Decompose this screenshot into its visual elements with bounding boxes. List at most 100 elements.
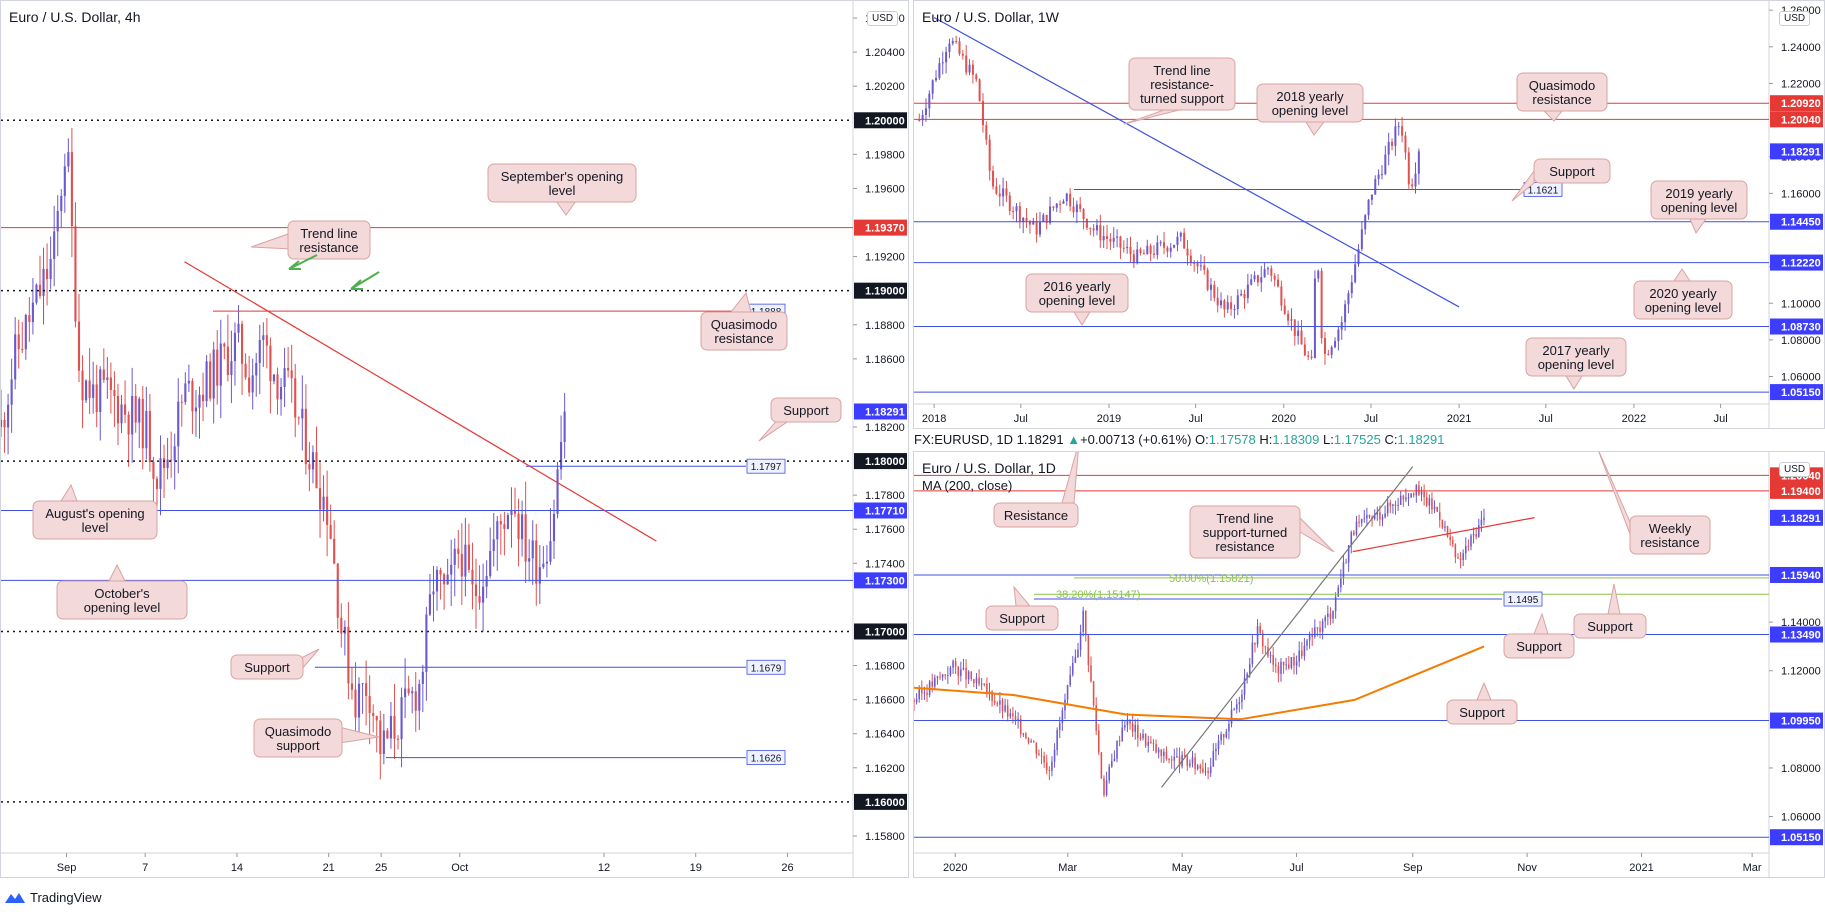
candle-body xyxy=(1059,203,1062,205)
annotation-box xyxy=(1533,158,1611,184)
candle-body xyxy=(993,700,996,703)
candle-body xyxy=(170,459,173,461)
candle-body xyxy=(464,544,467,577)
symbol-label[interactable]: FX:EURUSD, 1D xyxy=(914,432,1013,447)
tradingview-logo[interactable]: TradingView xyxy=(4,890,102,905)
candle-body xyxy=(1397,504,1399,506)
currency-badge[interactable]: USD xyxy=(1779,11,1811,26)
candle-body xyxy=(1079,631,1082,650)
currency-badge[interactable]: USD xyxy=(1779,462,1811,477)
candle-body xyxy=(1139,737,1142,739)
price-tag-label: 1.20040 xyxy=(1781,114,1821,126)
annotation-box xyxy=(1256,83,1364,123)
candle-body xyxy=(1032,220,1035,225)
candle-body xyxy=(1022,218,1025,222)
candle-body xyxy=(1240,293,1243,296)
candle-body xyxy=(1152,743,1155,745)
candle-body xyxy=(180,401,183,403)
candle-body xyxy=(1082,610,1084,632)
chart-1w-canvas[interactable]: 1.260001.240001.220001.180001.160001.120… xyxy=(914,1,1824,428)
candle-body xyxy=(935,77,938,81)
candle-body xyxy=(1350,282,1353,294)
x-tick-label: 2018 xyxy=(922,413,946,425)
price-tag xyxy=(854,502,907,519)
chart-1w-title: Euro / U.S. Dollar, 1W xyxy=(922,9,1059,25)
annotation-text: opening level xyxy=(1538,357,1615,372)
annotation-text: Support xyxy=(1516,639,1562,654)
candle-body xyxy=(482,586,485,603)
annotation-text: turned support xyxy=(1140,91,1224,106)
candle-body xyxy=(965,667,967,680)
high-value: 1.18309 xyxy=(1272,432,1320,447)
candle-body xyxy=(354,689,357,718)
candle-body xyxy=(1199,265,1202,267)
candle-body xyxy=(1111,761,1113,767)
candle-body xyxy=(1246,284,1249,299)
candle-body xyxy=(471,569,474,585)
candle-body xyxy=(1189,255,1192,263)
candle-body xyxy=(1045,762,1048,771)
x-tick-label: Jul xyxy=(1364,413,1378,425)
candle-body xyxy=(1099,225,1102,241)
x-tick-label: Sep xyxy=(1403,862,1423,874)
candle-body xyxy=(1449,536,1451,541)
x-tick-label: 26 xyxy=(781,862,793,874)
candle-body xyxy=(1233,709,1235,711)
candle-body xyxy=(1042,214,1045,222)
candle-body xyxy=(1401,126,1404,136)
chart-panel-4h[interactable]: 1.206001.204001.202001.198001.196001.192… xyxy=(0,0,909,878)
candle-body xyxy=(1228,724,1230,732)
candle-body xyxy=(1357,248,1360,265)
x-tick-label: 2022 xyxy=(1622,413,1646,425)
candle-body xyxy=(1095,705,1097,731)
low-label: L: xyxy=(1323,432,1334,447)
candle-body xyxy=(1344,304,1347,323)
candle-body xyxy=(116,396,120,424)
chart-panel-1d[interactable]: 1.14000 1.12000 1.08000 1.06000 2020 Mar May Ju… xyxy=(913,451,1825,878)
candle-body xyxy=(49,258,52,280)
currency-badge[interactable]: USD xyxy=(867,11,899,26)
price-tag xyxy=(1770,509,1823,526)
candle-body xyxy=(1043,755,1045,763)
candle-body xyxy=(145,411,148,449)
ma-indicator-label[interactable]: MA (200, close) xyxy=(922,478,1013,493)
candle-body xyxy=(1061,710,1064,724)
candle-body xyxy=(1194,757,1196,769)
candle-body xyxy=(1062,201,1065,204)
candle-body xyxy=(947,675,949,677)
candle-body xyxy=(368,696,371,714)
candle-body xyxy=(1332,611,1334,619)
candle-body xyxy=(965,55,968,73)
candle-body xyxy=(1168,759,1170,761)
candle-body xyxy=(1320,270,1323,339)
fib-label: 50.00%(1.15821) xyxy=(1169,573,1253,585)
y-tick-label: 1.24000 xyxy=(1781,42,1821,54)
candle-body xyxy=(1470,535,1472,547)
chart-4h-canvas[interactable]: 1.206001.204001.202001.198001.196001.192… xyxy=(1,1,908,877)
candle-body xyxy=(1069,674,1071,686)
candle-body xyxy=(1018,206,1021,222)
candle-body xyxy=(936,676,939,678)
annotation: Support xyxy=(230,648,320,680)
candle-body xyxy=(1353,532,1355,535)
candle-body xyxy=(1,419,3,427)
candle-body xyxy=(1282,661,1285,665)
candle-body xyxy=(1129,719,1131,724)
candle-body xyxy=(1462,553,1464,560)
candle-body xyxy=(931,681,933,687)
chart-panel-1w[interactable]: 1.260001.240001.220001.180001.160001.120… xyxy=(913,0,1825,429)
candle-body xyxy=(1337,587,1340,597)
candle-body xyxy=(1179,232,1182,237)
annotation-tail xyxy=(1565,375,1583,390)
candle-body xyxy=(1321,621,1324,632)
price-tag-label: 1.05150 xyxy=(1781,387,1821,399)
candle-body xyxy=(1230,302,1233,310)
candle-body xyxy=(1367,199,1370,216)
line-label: 1.1626 xyxy=(751,754,782,765)
candle-body xyxy=(1077,649,1079,658)
annotation: Support xyxy=(758,397,842,442)
chart-1d-canvas[interactable]: 1.14000 1.12000 1.08000 1.06000 2020 Mar May Ju… xyxy=(914,452,1824,877)
candle-body xyxy=(926,692,928,696)
